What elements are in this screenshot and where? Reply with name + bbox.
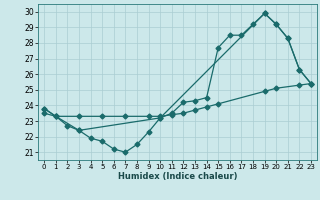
X-axis label: Humidex (Indice chaleur): Humidex (Indice chaleur) [118,172,237,181]
